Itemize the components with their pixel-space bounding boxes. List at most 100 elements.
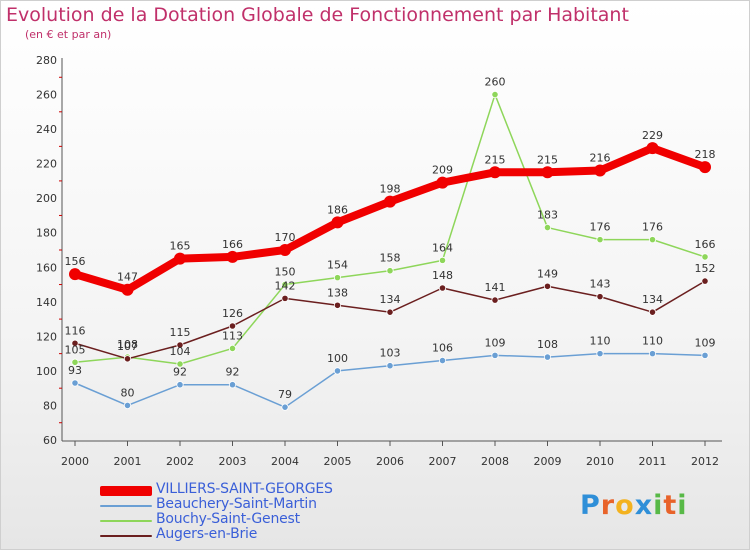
data-point-beauchery-saint-martin xyxy=(701,351,709,359)
x-tick-label: 2009 xyxy=(534,455,562,468)
data-point-beauchery-saint-martin xyxy=(123,401,132,410)
chart-subtitle: (en € et par an) xyxy=(25,28,112,41)
data-label-augers-en-brie: 115 xyxy=(170,326,191,339)
logo-letter: t xyxy=(663,490,678,521)
series-line-beauchery-saint-martin xyxy=(74,352,706,408)
data-label-villiers-saint-georges: 170 xyxy=(275,231,296,244)
data-point-bouchy-saint-genest xyxy=(71,358,79,366)
data-label-villiers-saint-georges: 198 xyxy=(380,183,401,196)
data-label-bouchy-saint-genest: 176 xyxy=(590,221,611,234)
data-point-augers-en-brie xyxy=(71,339,79,347)
data-label-augers-en-brie: 138 xyxy=(327,286,348,299)
data-label-bouchy-saint-genest: 164 xyxy=(432,241,453,254)
data-point-bouchy-saint-genest xyxy=(176,360,184,368)
data-label-villiers-saint-georges: 156 xyxy=(65,255,86,268)
data-label-beauchery-saint-martin: 79 xyxy=(278,388,292,401)
data-label-augers-en-brie: 149 xyxy=(537,267,558,280)
data-label-villiers-saint-georges: 209 xyxy=(432,164,453,177)
legend-swatch xyxy=(100,486,152,496)
data-point-beauchery-saint-martin xyxy=(281,403,289,411)
x-tick-label: 2004 xyxy=(271,455,299,468)
data-point-bouchy-saint-genest xyxy=(543,223,552,232)
data-point-augers-en-brie xyxy=(543,282,552,290)
y-tick-label: 160 xyxy=(36,261,57,274)
data-point-bouchy-saint-genest xyxy=(648,236,657,244)
data-point-beauchery-saint-martin xyxy=(228,381,237,389)
data-point-villiers-saint-georges xyxy=(489,166,501,179)
data-point-augers-en-brie xyxy=(176,341,184,349)
data-label-bouchy-saint-genest: 260 xyxy=(485,76,506,89)
x-tick-label: 2001 xyxy=(114,455,142,468)
data-point-villiers-saint-georges xyxy=(331,216,344,229)
data-point-augers-en-brie xyxy=(386,308,394,316)
data-label-villiers-saint-georges: 215 xyxy=(537,153,558,166)
data-point-augers-en-brie xyxy=(648,308,657,316)
y-tick-label: 220 xyxy=(36,158,57,171)
legend-swatch xyxy=(100,535,152,537)
data-label-augers-en-brie: 107 xyxy=(117,340,138,353)
logo-letter: x xyxy=(634,490,654,521)
data-point-beauchery-saint-martin xyxy=(543,353,552,361)
data-point-bouchy-saint-genest xyxy=(333,274,342,282)
data-point-beauchery-saint-martin xyxy=(648,350,657,358)
data-point-augers-en-brie xyxy=(491,296,499,304)
x-tick-label: 2000 xyxy=(61,455,89,468)
chart-title: Evolution de la Dotation Globale de Fonc… xyxy=(6,4,629,26)
y-tick-label: 240 xyxy=(36,123,57,136)
data-point-villiers-saint-georges xyxy=(121,283,134,296)
y-tick-label: 260 xyxy=(36,89,57,102)
logo-letter: i xyxy=(677,490,688,521)
data-point-augers-en-brie xyxy=(701,277,709,285)
x-tick-label: 2008 xyxy=(481,455,509,468)
data-point-bouchy-saint-genest xyxy=(228,344,237,353)
data-point-villiers-saint-georges xyxy=(174,252,186,265)
data-label-bouchy-saint-genest: 176 xyxy=(642,221,663,234)
data-point-villiers-saint-georges xyxy=(384,195,396,208)
data-point-bouchy-saint-genest xyxy=(386,267,394,275)
series-line-bouchy-saint-genest xyxy=(74,93,706,365)
y-tick-label: 200 xyxy=(36,192,57,205)
data-point-villiers-saint-georges xyxy=(226,250,239,263)
data-label-beauchery-saint-martin: 92 xyxy=(173,366,187,379)
data-point-villiers-saint-georges xyxy=(699,161,711,174)
data-point-augers-en-brie xyxy=(596,293,604,301)
y-tick-label: 140 xyxy=(36,296,57,309)
data-label-bouchy-saint-genest: 104 xyxy=(170,345,191,358)
data-label-bouchy-saint-genest: 158 xyxy=(380,252,401,265)
x-tick-label: 2011 xyxy=(639,455,667,468)
data-label-beauchery-saint-martin: 92 xyxy=(226,366,240,379)
data-point-augers-en-brie xyxy=(123,355,132,363)
data-label-beauchery-saint-martin: 108 xyxy=(537,338,558,351)
data-point-augers-en-brie xyxy=(333,301,342,309)
legend-label: Augers-en-Brie xyxy=(156,526,258,542)
data-label-beauchery-saint-martin: 80 xyxy=(121,386,135,399)
data-label-beauchery-saint-martin: 100 xyxy=(327,352,348,365)
data-label-augers-en-brie: 134 xyxy=(380,293,401,306)
y-tick-label: 100 xyxy=(36,365,57,378)
data-point-beauchery-saint-martin xyxy=(71,379,79,387)
x-tick-label: 2007 xyxy=(429,455,457,468)
legend-swatch xyxy=(100,505,152,507)
x-tick-label: 2012 xyxy=(691,455,719,468)
data-point-bouchy-saint-genest xyxy=(438,256,447,264)
data-label-bouchy-saint-genest: 113 xyxy=(222,329,243,342)
x-tick-label: 2006 xyxy=(376,455,404,468)
data-point-beauchery-saint-martin xyxy=(333,367,342,375)
data-point-bouchy-saint-genest xyxy=(596,236,604,244)
data-point-bouchy-saint-genest xyxy=(491,90,499,99)
logo-letter: r xyxy=(600,490,616,521)
data-label-beauchery-saint-martin: 106 xyxy=(432,342,453,355)
x-tick-label: 2005 xyxy=(324,455,352,468)
data-point-beauchery-saint-martin xyxy=(438,356,447,365)
data-label-beauchery-saint-martin: 93 xyxy=(68,364,82,377)
y-tick-label: 280 xyxy=(36,54,57,67)
data-label-bouchy-saint-genest: 105 xyxy=(65,343,86,356)
logo-letter: P xyxy=(580,490,601,521)
legend-label: Bouchy-Saint-Genest xyxy=(156,511,300,527)
data-label-villiers-saint-georges: 216 xyxy=(590,152,611,165)
data-point-beauchery-saint-martin xyxy=(596,350,604,358)
proxiti-logo: Proxiti xyxy=(580,490,688,521)
data-label-beauchery-saint-martin: 110 xyxy=(590,335,611,348)
legend-label: Beauchery-Saint-Martin xyxy=(156,496,317,512)
